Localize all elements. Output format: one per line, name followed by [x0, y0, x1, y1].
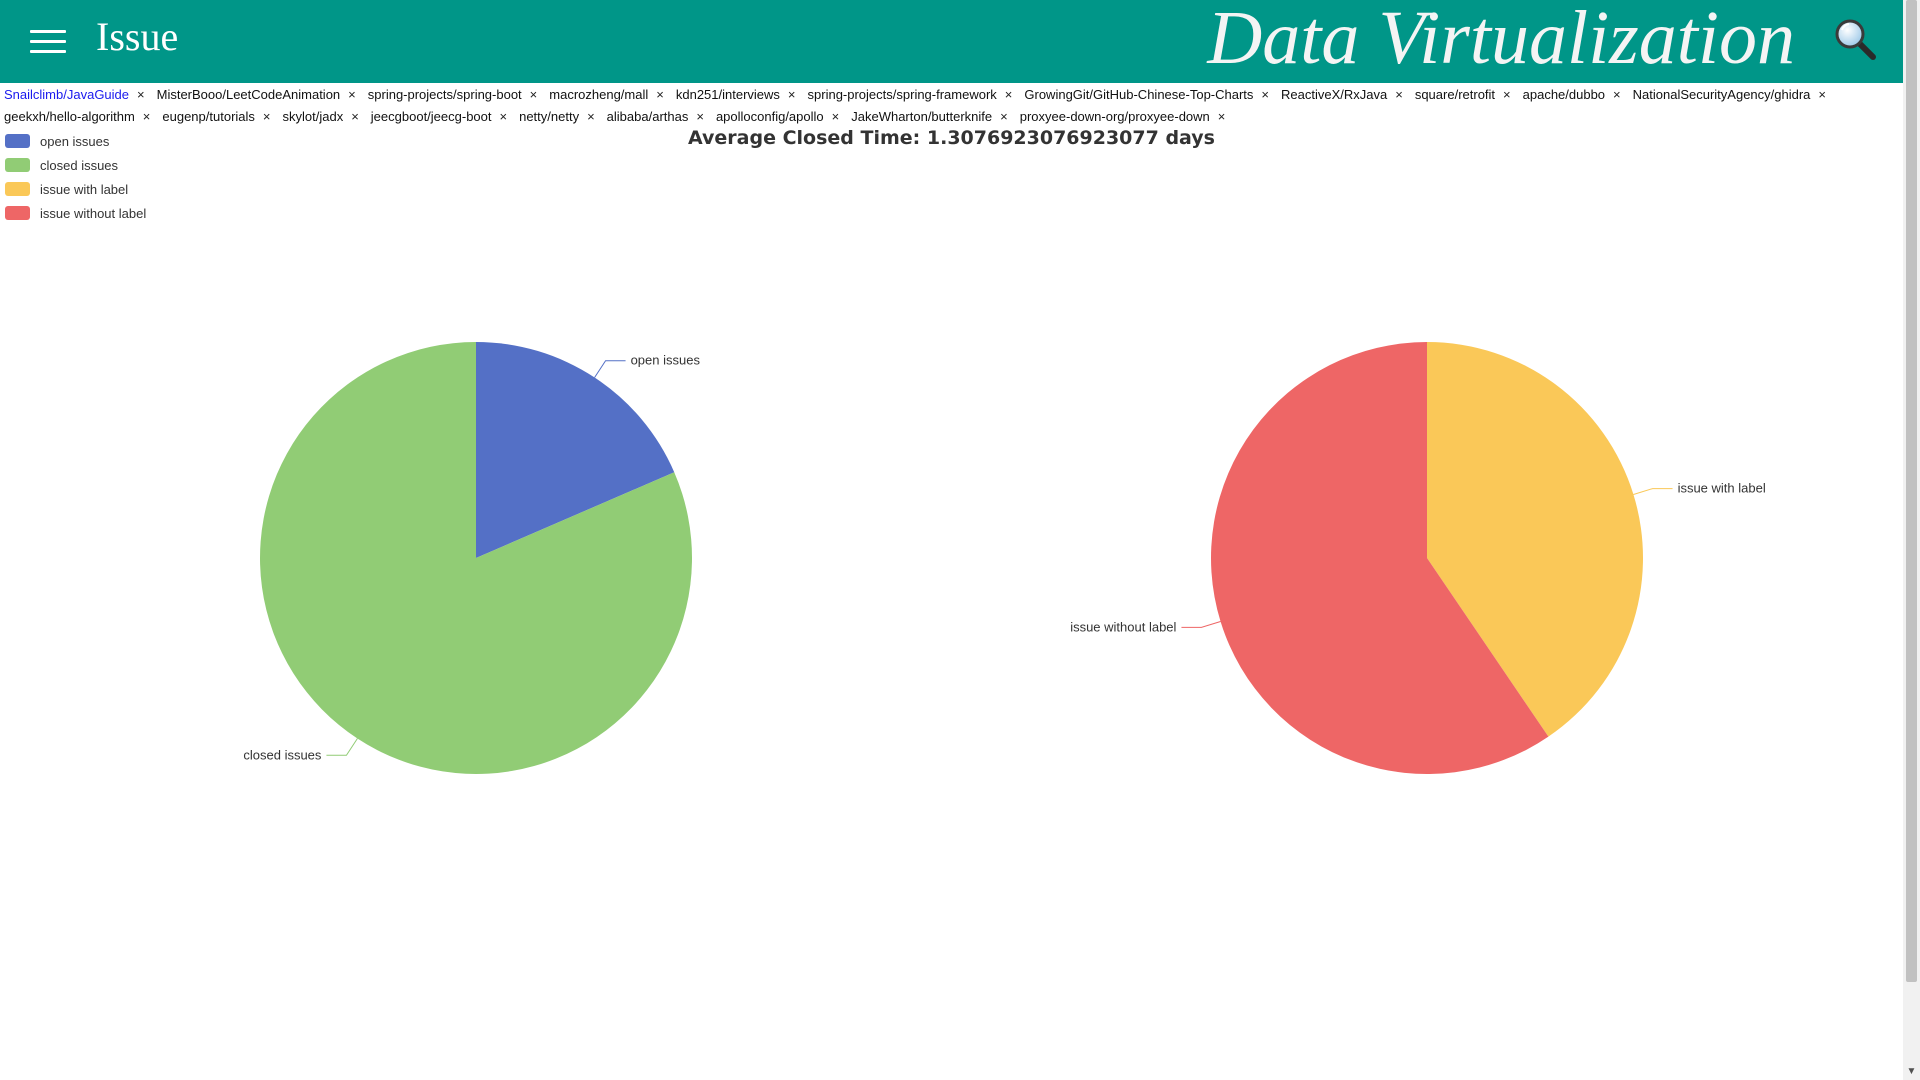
scroll-down-arrow-icon[interactable]: ▼ — [1903, 1063, 1920, 1080]
pie-slice-label: open issues — [631, 353, 701, 368]
pie-slice-label: issue without label — [1070, 619, 1176, 634]
vertical-scrollbar[interactable]: ▲ ▼ — [1903, 0, 1920, 1080]
scroll-thumb[interactable] — [1906, 0, 1917, 982]
pie-slice-label: issue with label — [1678, 481, 1766, 496]
pie-label-line — [1181, 622, 1220, 628]
pie-label-line — [1633, 489, 1672, 495]
pie-label-line — [595, 361, 626, 378]
pie-label-line — [326, 739, 357, 756]
pie-slice-label: closed issues — [243, 747, 322, 762]
